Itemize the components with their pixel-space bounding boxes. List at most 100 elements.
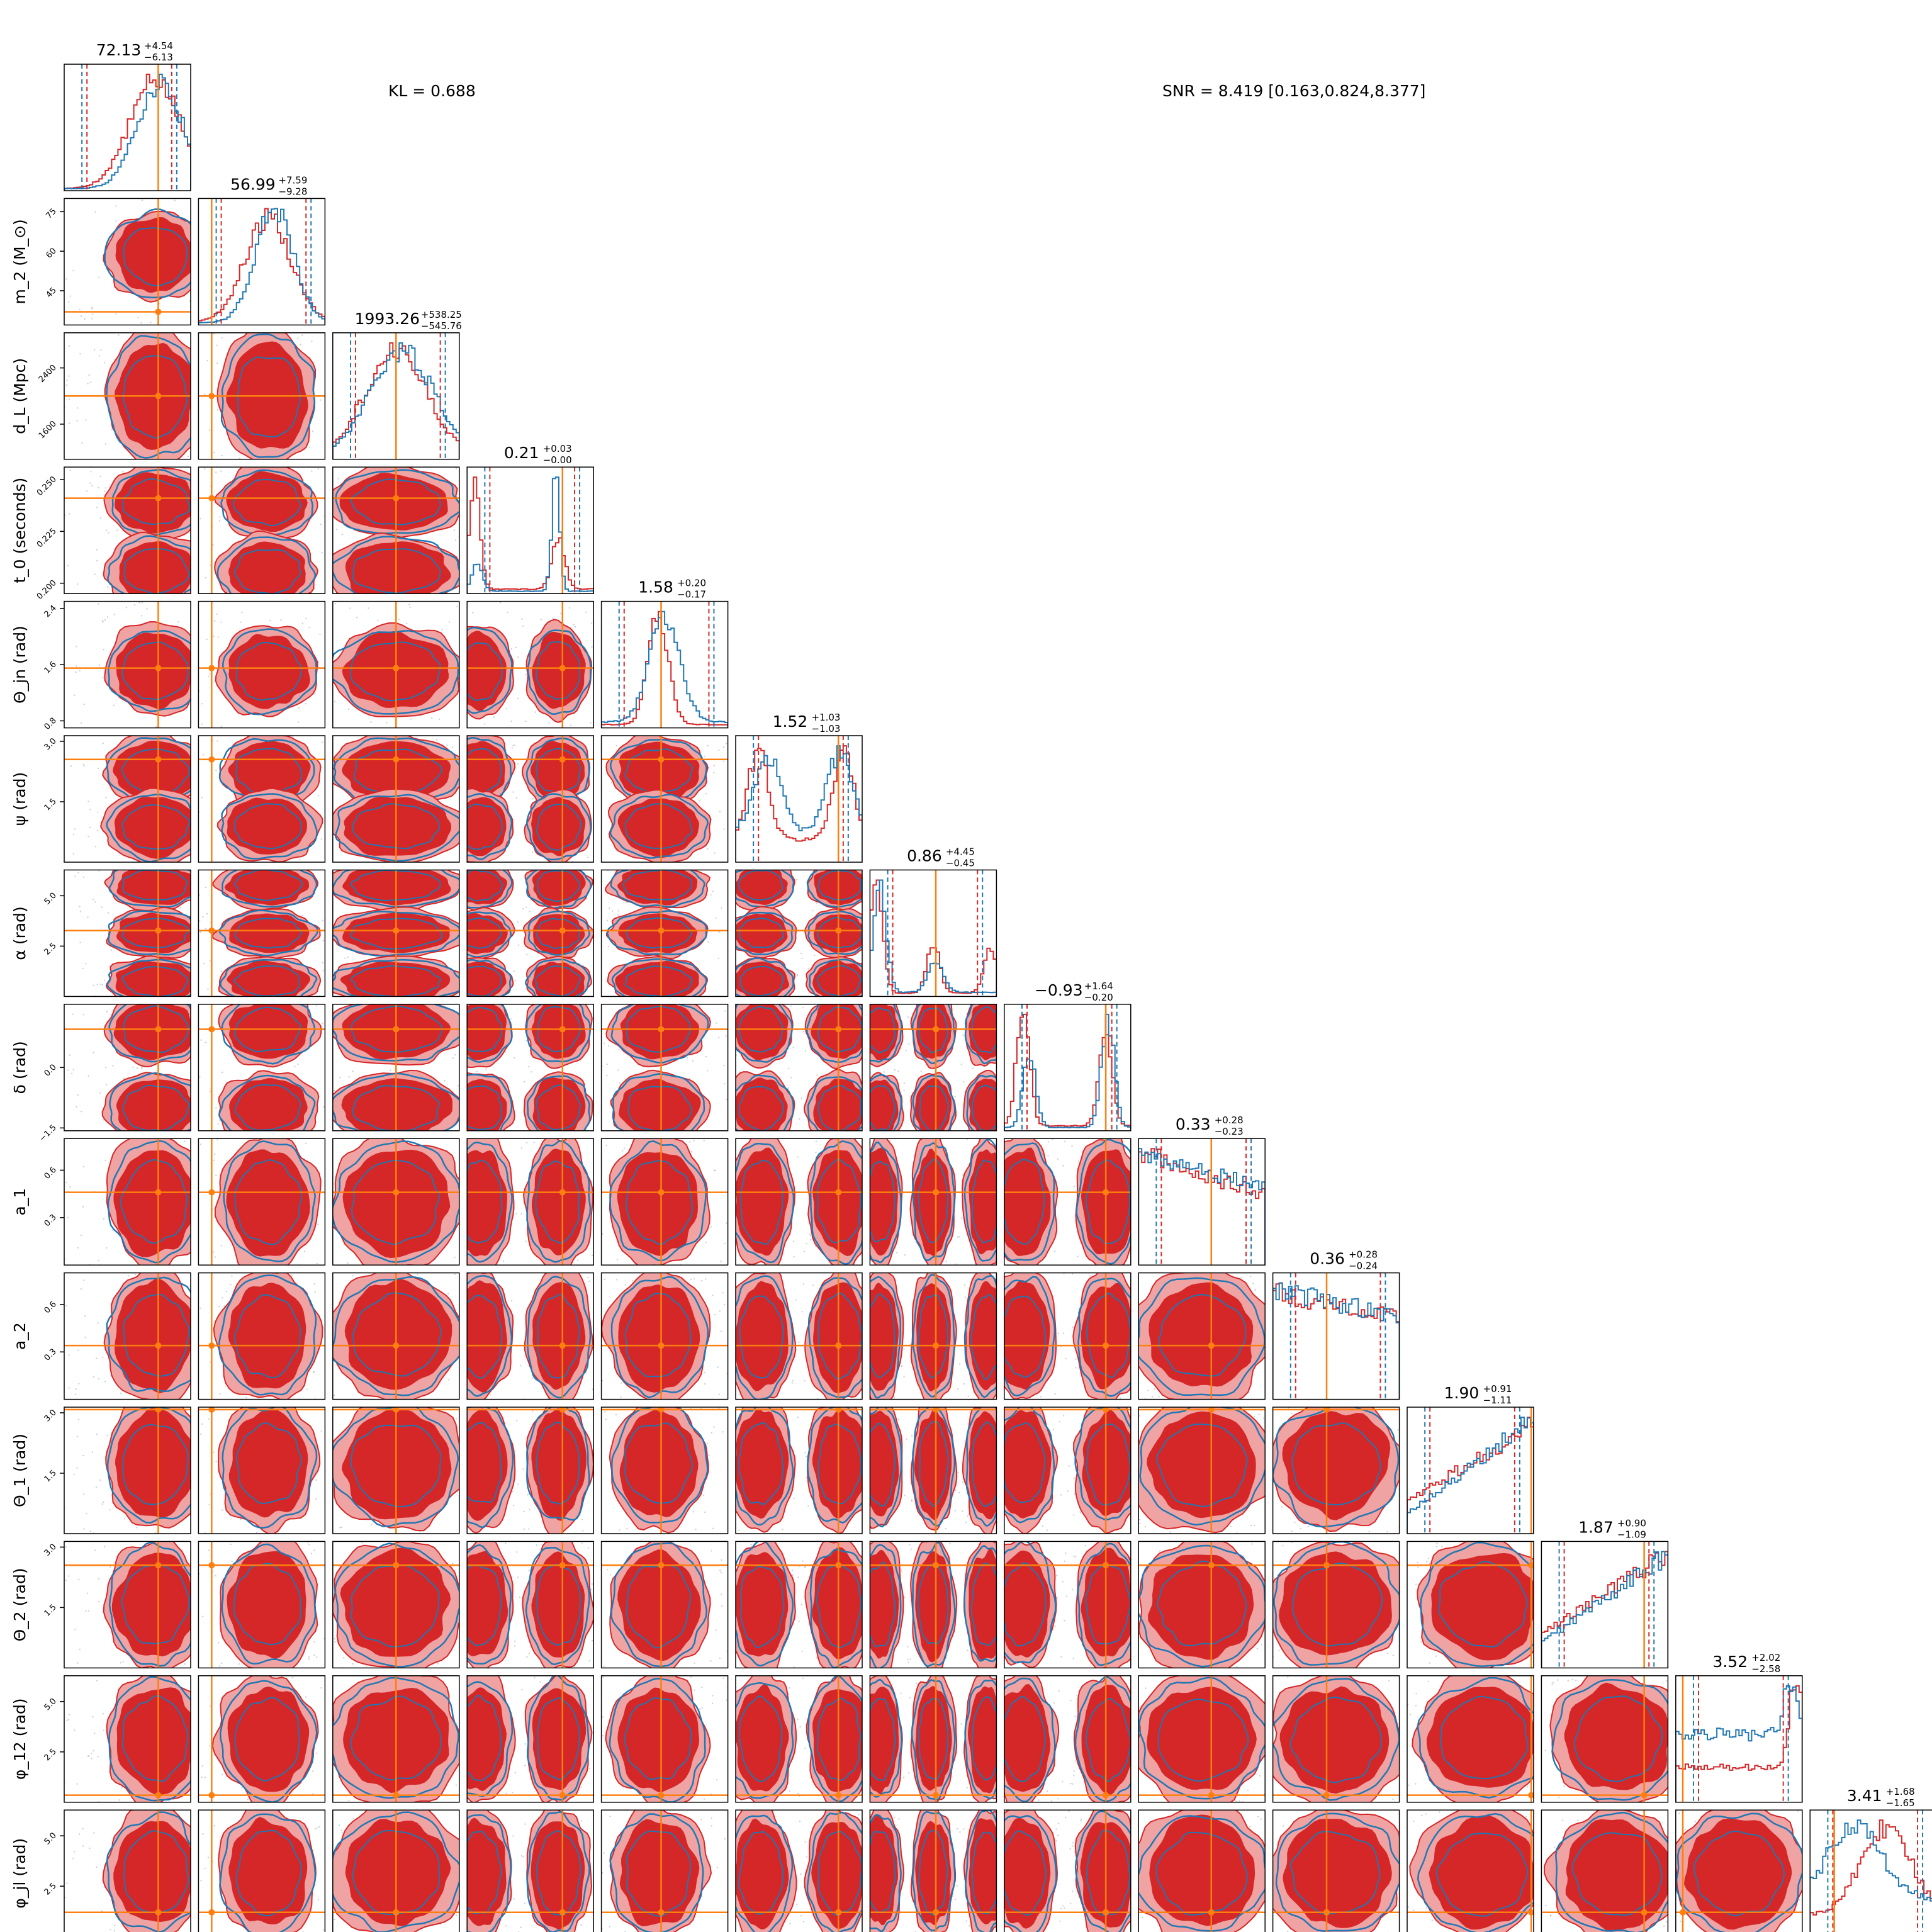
sample-point	[515, 1551, 518, 1553]
sample-point	[623, 1147, 626, 1149]
blue-contour	[1272, 1407, 1400, 1528]
panel-frame	[1272, 1541, 1400, 1669]
blue-contour	[738, 1422, 784, 1505]
sample-point	[76, 420, 78, 422]
sample-point	[905, 1050, 907, 1052]
sample-point	[323, 1106, 325, 1108]
blue-contour	[870, 1141, 902, 1264]
sample-point	[520, 1364, 522, 1367]
blue-contour	[121, 478, 191, 525]
sample-point	[693, 1278, 695, 1280]
y-axis-label: a_1	[11, 1188, 29, 1216]
red-contour-inner	[618, 913, 698, 953]
blue-contour	[607, 910, 707, 955]
truth-point	[658, 1562, 665, 1569]
sample-point	[398, 619, 400, 621]
panel-frame	[332, 1407, 460, 1534]
sample-point	[102, 677, 104, 679]
sample-point	[722, 1677, 724, 1680]
sample-point	[208, 429, 211, 431]
sample-point	[790, 1077, 792, 1079]
sample-point	[522, 625, 524, 627]
sample-point	[1046, 1790, 1048, 1792]
sample-point	[269, 619, 271, 622]
sample-point	[526, 1656, 528, 1658]
blue-contour	[816, 1564, 862, 1648]
red-contour-inner	[916, 1283, 951, 1392]
sample-point	[314, 1291, 316, 1293]
sample-point	[102, 1712, 104, 1715]
panel-frame	[735, 1541, 863, 1669]
sample-point	[803, 1250, 806, 1253]
sample-point	[322, 919, 323, 921]
sample-point	[118, 334, 120, 336]
sample-point	[688, 1077, 691, 1080]
sample-point	[1291, 1412, 1293, 1415]
sample-point	[109, 1509, 111, 1511]
y-axis-label: α (rad)	[11, 906, 29, 960]
sample-point	[104, 443, 106, 445]
sample-point	[810, 1238, 812, 1241]
sample-point	[904, 1596, 906, 1598]
sample-point	[718, 1036, 720, 1039]
blue-contour	[1085, 1697, 1131, 1783]
red-contour-inner	[227, 1686, 310, 1792]
sample-point	[82, 763, 84, 766]
sample-point	[201, 1423, 203, 1425]
sample-point	[110, 1013, 112, 1016]
joint-panel: 1.53.0Θ_1 (rad)	[11, 1407, 191, 1534]
marginal-panel: 1.87 +0.90−1.09	[1541, 1517, 1669, 1669]
sample-point	[91, 1758, 93, 1760]
sample-point	[690, 1278, 692, 1281]
sample-point	[74, 828, 76, 830]
panel-frame	[198, 1138, 326, 1266]
sample-point	[717, 957, 719, 960]
sample-point	[312, 430, 314, 432]
y-axis-label: d_L (Mpc)	[11, 358, 29, 434]
sample-point	[802, 1283, 804, 1285]
sample-point	[315, 1479, 317, 1481]
sample-point	[894, 1397, 896, 1399]
red-histogram	[1272, 1282, 1400, 1400]
sample-point	[1139, 1522, 1141, 1524]
blue-contour	[525, 958, 590, 997]
sample-point	[484, 723, 486, 725]
sample-point	[95, 1486, 98, 1488]
sample-point	[87, 800, 89, 802]
sample-point	[795, 879, 798, 880]
sample-point	[1064, 1560, 1065, 1563]
truth-point	[393, 1407, 400, 1413]
title-lower-error: −6.13	[144, 52, 173, 63]
sample-point	[347, 956, 349, 958]
blue-contour	[467, 642, 503, 701]
sample-point	[204, 1777, 206, 1778]
sample-point	[303, 1250, 306, 1252]
blue-contour	[738, 870, 783, 901]
sample-point	[510, 720, 512, 722]
red-contour-inner	[344, 797, 452, 856]
sample-point	[493, 716, 495, 718]
sample-point	[903, 1348, 905, 1350]
sample-point	[214, 620, 216, 622]
sample-point	[721, 1593, 722, 1595]
sample-point	[721, 907, 722, 909]
sample-point	[409, 606, 411, 609]
sample-point	[1060, 1656, 1062, 1658]
y-tick-label: 0.3	[43, 1213, 59, 1228]
blue-contour	[609, 794, 709, 859]
blue-contour	[334, 794, 459, 862]
sample-point	[911, 1435, 913, 1437]
red-contour-inner	[467, 631, 507, 712]
sample-point	[96, 549, 98, 551]
sample-point	[588, 1660, 590, 1662]
red-contour-inner	[1147, 1687, 1257, 1790]
panel-frame	[466, 1004, 594, 1132]
y-axis-label: ψ (rad)	[11, 772, 29, 826]
blue-contour	[106, 1276, 191, 1392]
joint-panel	[332, 466, 460, 594]
sample-point	[702, 1495, 705, 1497]
sample-point	[306, 1388, 308, 1391]
sample-point	[1250, 1524, 1252, 1527]
sample-point	[102, 742, 104, 744]
sample-point	[79, 353, 81, 355]
